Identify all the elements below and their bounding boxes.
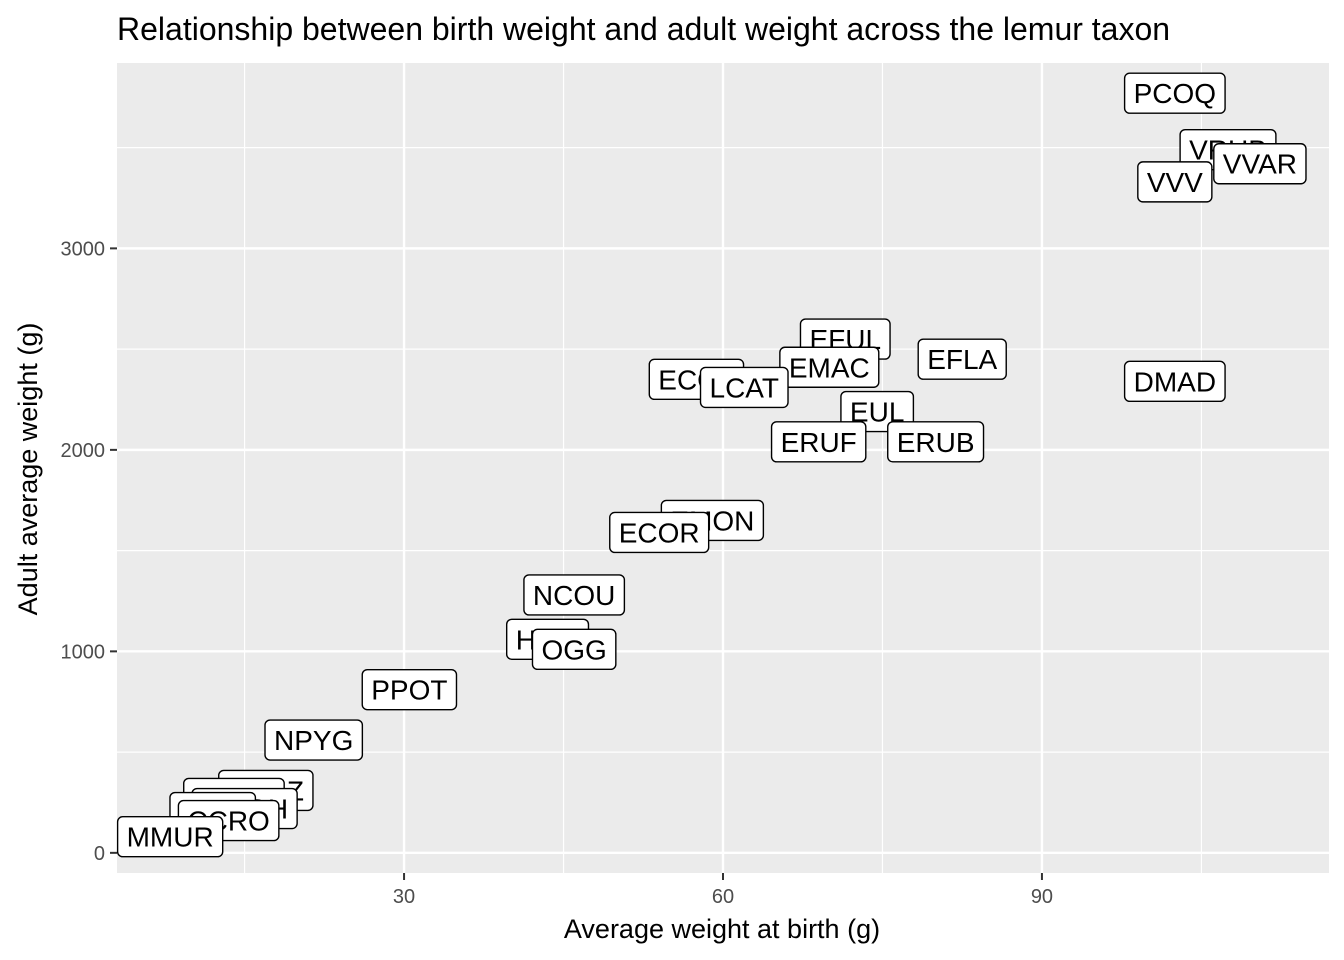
point-label-text: MMUR xyxy=(127,822,214,853)
y-axis: 0 1000 2000 3000 xyxy=(61,238,117,865)
y-axis-title: Adult average weight (g) xyxy=(13,323,43,616)
point-label: PPOT xyxy=(361,668,458,711)
point-label-box xyxy=(523,574,626,616)
point-label: ECOR xyxy=(609,511,710,554)
major-gridlines xyxy=(117,63,1329,873)
point-label-box xyxy=(699,366,789,409)
point-label-text: VVAR xyxy=(1223,149,1297,180)
point-label: ERUF xyxy=(770,421,867,463)
point-label: VVAR xyxy=(1213,143,1307,185)
point-label-text: PPOT xyxy=(371,675,447,706)
point-label-box xyxy=(116,816,224,858)
x-axis: 30 60 90 xyxy=(393,873,1053,908)
point-label-text: NPYG xyxy=(274,725,353,756)
y-tick-label: 2000 xyxy=(61,440,106,462)
point-label-box xyxy=(1123,360,1226,403)
point-label: OGG xyxy=(531,628,617,671)
chart-title: Relationship between birth weight and ad… xyxy=(117,11,1170,47)
point-label: NCOU xyxy=(523,574,626,616)
point-label: EMAC xyxy=(779,346,880,388)
x-axis-title: Average weight at birth (g) xyxy=(564,914,880,944)
point-labels: PCOQVRUBVVARVVVEFULEFLAEMACECOLLCATDMADE… xyxy=(116,72,1307,858)
point-label-text: EMAC xyxy=(789,352,870,383)
point-label-text: OGG xyxy=(541,634,606,665)
point-label-box xyxy=(1137,161,1213,203)
point-label: PCOQ xyxy=(1123,72,1226,114)
point-label-box xyxy=(1213,143,1307,185)
point-label-text: ECOR xyxy=(619,517,700,548)
point-label: NPYG xyxy=(264,719,364,761)
point-label-box xyxy=(887,421,985,463)
point-label-text: NCOU xyxy=(533,580,615,611)
point-label-text: VVV xyxy=(1147,167,1203,198)
point-label-box xyxy=(770,421,867,463)
point-label-box xyxy=(531,628,617,671)
point-label-box xyxy=(917,338,1007,380)
point-label: MMUR xyxy=(116,816,224,858)
point-label-box xyxy=(264,719,364,761)
point-label-text: ERUF xyxy=(781,427,857,458)
x-tick-label: 30 xyxy=(393,886,415,908)
point-label-text: DMAD xyxy=(1134,366,1216,397)
x-tick-label: 60 xyxy=(712,886,734,908)
point-label-box xyxy=(1123,72,1226,114)
point-label: LCAT xyxy=(699,366,789,409)
point-label: ERUB xyxy=(887,421,985,463)
point-label-box xyxy=(609,511,710,554)
point-label: VVV xyxy=(1137,161,1213,203)
point-label: DMAD xyxy=(1123,360,1226,403)
point-label-text: PCOQ xyxy=(1134,78,1216,109)
point-label-text: LCAT xyxy=(710,372,780,403)
x-tick-label: 90 xyxy=(1031,886,1053,908)
y-tick-label: 0 xyxy=(94,843,105,865)
point-label-text: ERUB xyxy=(897,427,975,458)
point-label-text: EFLA xyxy=(927,344,997,375)
point-label-box xyxy=(361,668,458,711)
y-tick-label: 1000 xyxy=(61,641,106,663)
y-tick-label: 3000 xyxy=(61,238,106,260)
point-label: EFLA xyxy=(917,338,1007,380)
